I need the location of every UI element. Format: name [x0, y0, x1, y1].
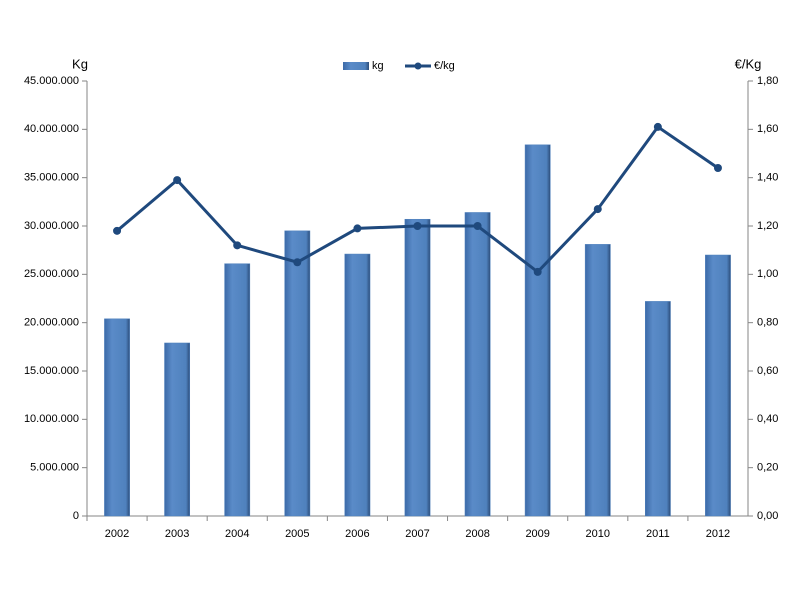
bar [104, 318, 130, 517]
y2-tick-label: 1,00 [757, 268, 778, 280]
y-tick-label: 35.000.000 [24, 172, 79, 184]
x-tick-label: 2008 [465, 528, 489, 540]
point [353, 224, 362, 233]
point [473, 222, 482, 230]
y-tick-label: 25.000.000 [24, 268, 79, 280]
y-tick-label: 5.000.000 [30, 462, 79, 474]
y2-tick-label: 1,40 [757, 172, 778, 184]
point [653, 122, 662, 131]
bar [464, 212, 491, 517]
y-tick-label: 0 [73, 510, 79, 522]
x-tick-label: 2012 [706, 528, 730, 540]
y2-tick-label: 0,00 [757, 510, 778, 522]
y2-tick-label: 1,80 [757, 75, 778, 87]
point [533, 267, 542, 276]
bar [224, 263, 251, 517]
x-tick-label: 2004 [225, 528, 249, 540]
x-tick-label: 2006 [345, 528, 369, 540]
point [593, 205, 602, 214]
y-tick-label: 45.000.000 [24, 75, 79, 87]
y2-tick-label: 1,20 [757, 220, 778, 232]
point [293, 258, 302, 267]
y-tick-label: 30.000.000 [24, 220, 79, 232]
legend-label: kg [372, 60, 384, 72]
bar [524, 144, 551, 517]
y2-tick-label: 0,40 [757, 413, 778, 425]
point [713, 164, 722, 172]
x-tick-label: 2002 [105, 528, 129, 540]
y2-tick-label: 0,80 [757, 317, 778, 329]
x-tick-label: 2003 [165, 528, 189, 540]
x-tick-label: 2005 [285, 528, 309, 540]
legend-swatch [414, 62, 422, 70]
y-tick-label: 15.000.000 [24, 365, 79, 377]
y2-tick-label: 0,20 [757, 462, 778, 474]
legend-label: €/kg [434, 60, 455, 72]
bar [644, 301, 671, 517]
y2-tick-label: 1,60 [757, 123, 778, 135]
bar [404, 218, 431, 517]
bar [584, 244, 611, 517]
point [413, 222, 422, 230]
y-axis-title: Kg [72, 56, 88, 71]
point [113, 226, 122, 235]
y2-axis-title: €/Kg [735, 56, 762, 71]
y2-tick-label: 0,60 [757, 365, 778, 377]
x-tick-label: 2010 [586, 528, 610, 540]
point [173, 176, 182, 185]
legend-swatch [343, 62, 369, 70]
bar [344, 253, 371, 517]
x-tick-label: 2009 [525, 528, 549, 540]
y-tick-label: 40.000.000 [24, 123, 79, 135]
bar [705, 254, 731, 517]
bar [164, 342, 191, 517]
y-tick-label: 10.000.000 [24, 413, 79, 425]
y-tick-label: 20.000.000 [24, 317, 79, 329]
point [233, 241, 242, 250]
x-tick-label: 2007 [405, 528, 429, 540]
x-tick-label: 2011 [646, 528, 670, 540]
bar [284, 230, 311, 517]
